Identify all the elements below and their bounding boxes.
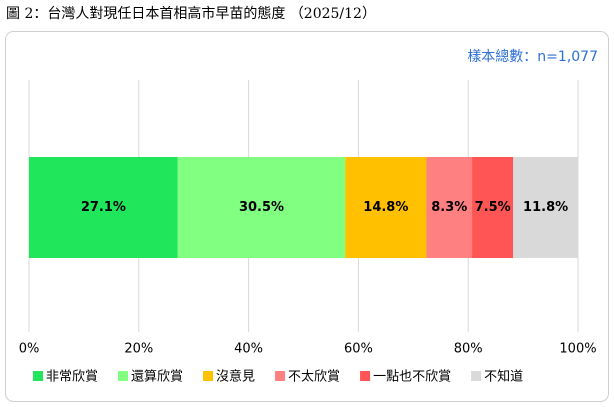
- value-label: 8.3%: [431, 200, 467, 215]
- chart-title: 圖 2：台灣人對現任日本首相高市早苗的態度 （2025/12）: [6, 5, 376, 22]
- value-label: 11.8%: [523, 200, 568, 215]
- legend-swatch: [360, 371, 371, 381]
- bar-segment: [345, 157, 427, 258]
- legend-label: 不知道: [484, 369, 523, 385]
- legend-label: 不太欣賞: [288, 370, 340, 385]
- x-tick-label: 20%: [124, 342, 153, 357]
- x-tick-label: 40%: [234, 342, 263, 357]
- bar-segment: [177, 157, 346, 258]
- bar-segment: [472, 157, 514, 258]
- bar-segment: [513, 157, 578, 258]
- chart-subtitle: 樣本總數：n=1,077: [467, 48, 598, 65]
- value-label: 30.5%: [239, 200, 284, 215]
- legend-label: 非常欣賞: [46, 370, 98, 385]
- bar-segment: [426, 157, 473, 258]
- legend-label: 還算欣賞: [131, 370, 183, 385]
- legend-swatch: [471, 371, 482, 381]
- x-tick-label: 0%: [19, 342, 40, 357]
- legend-swatch: [275, 371, 286, 381]
- legend-swatch: [203, 371, 214, 381]
- value-label: 7.5%: [475, 200, 511, 215]
- value-label: 27.1%: [81, 200, 126, 215]
- legend-label: 一點也不欣賞: [373, 370, 451, 385]
- legend-swatch: [33, 371, 43, 381]
- x-tick-label: 60%: [344, 342, 373, 357]
- x-tick-label: 100%: [559, 342, 596, 357]
- bar-segment: [29, 157, 178, 258]
- legend-swatch: [118, 371, 129, 381]
- x-tick-label: 80%: [454, 342, 483, 357]
- legend-label: 沒意見: [216, 369, 255, 385]
- value-label: 14.8%: [363, 200, 408, 215]
